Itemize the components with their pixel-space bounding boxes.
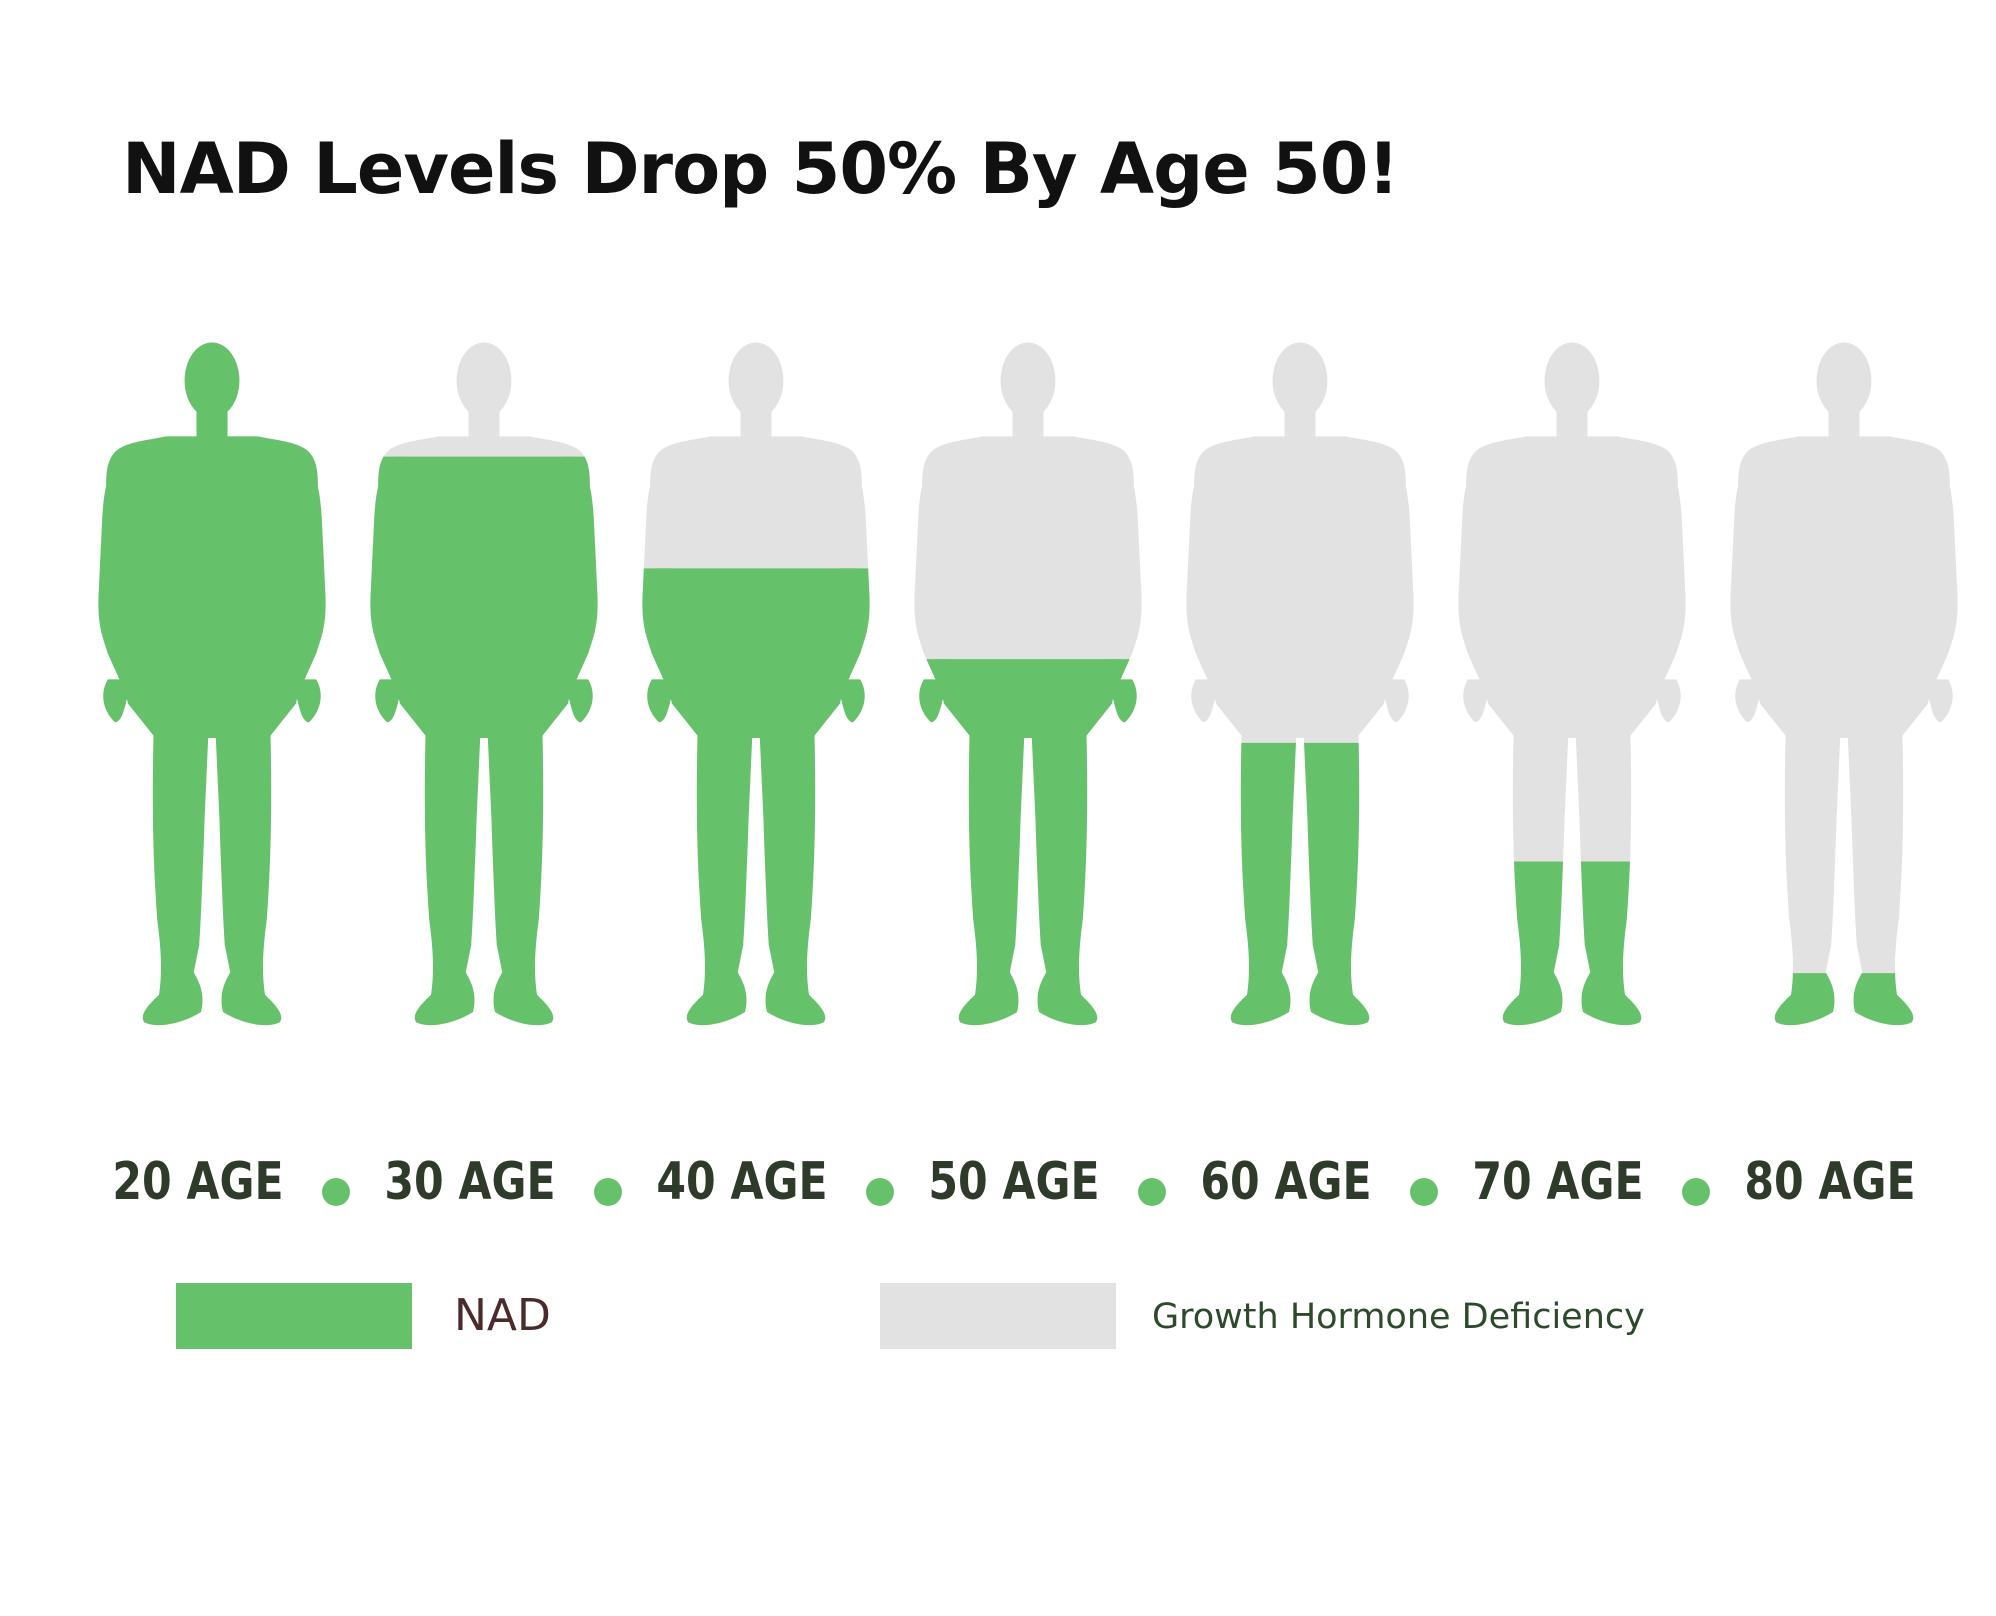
figures-group [98,342,1958,1026]
separator-dot [1682,1178,1710,1206]
figure-5 [1186,342,1414,1026]
age-label: 20 AGE [112,1152,284,1212]
figure-7 [1730,342,1958,1026]
figure-1 [98,342,326,1026]
chart-title: NAD Levels Drop 50% By Age 50! [122,128,1399,210]
figure-nad-fill [98,342,326,1026]
figure-6 [1458,342,1686,1026]
separator-dot [594,1178,622,1206]
age-label: 50 AGE [928,1152,1100,1212]
separator-dot [322,1178,350,1206]
figure-deficiency-shape [1458,342,1686,1026]
legend-nad-label: NAD [454,1290,551,1341]
legend-nad-swatch [176,1283,412,1349]
legend-deficiency-label: Growth Hormone Deficiency [1152,1297,1645,1337]
age-label: 40 AGE [656,1152,828,1212]
figure-3 [642,342,870,1026]
separator-dot [1410,1178,1438,1206]
figure-deficiency-shape [1730,342,1958,1026]
figure-deficiency-shape [1186,342,1414,1026]
age-label: 70 AGE [1472,1152,1644,1212]
legend-deficiency-swatch [880,1283,1116,1349]
age-label: 80 AGE [1744,1152,1916,1212]
separator-dot [1138,1178,1166,1206]
separator-dot [866,1178,894,1206]
figure-4 [914,342,1142,1026]
figure-2 [370,342,598,1026]
age-label: 60 AGE [1200,1152,1372,1212]
age-label: 30 AGE [384,1152,556,1212]
